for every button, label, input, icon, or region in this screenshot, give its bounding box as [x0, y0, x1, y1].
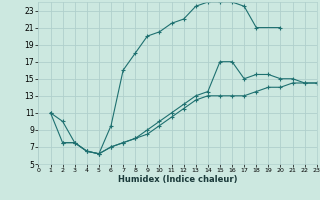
X-axis label: Humidex (Indice chaleur): Humidex (Indice chaleur): [118, 175, 237, 184]
